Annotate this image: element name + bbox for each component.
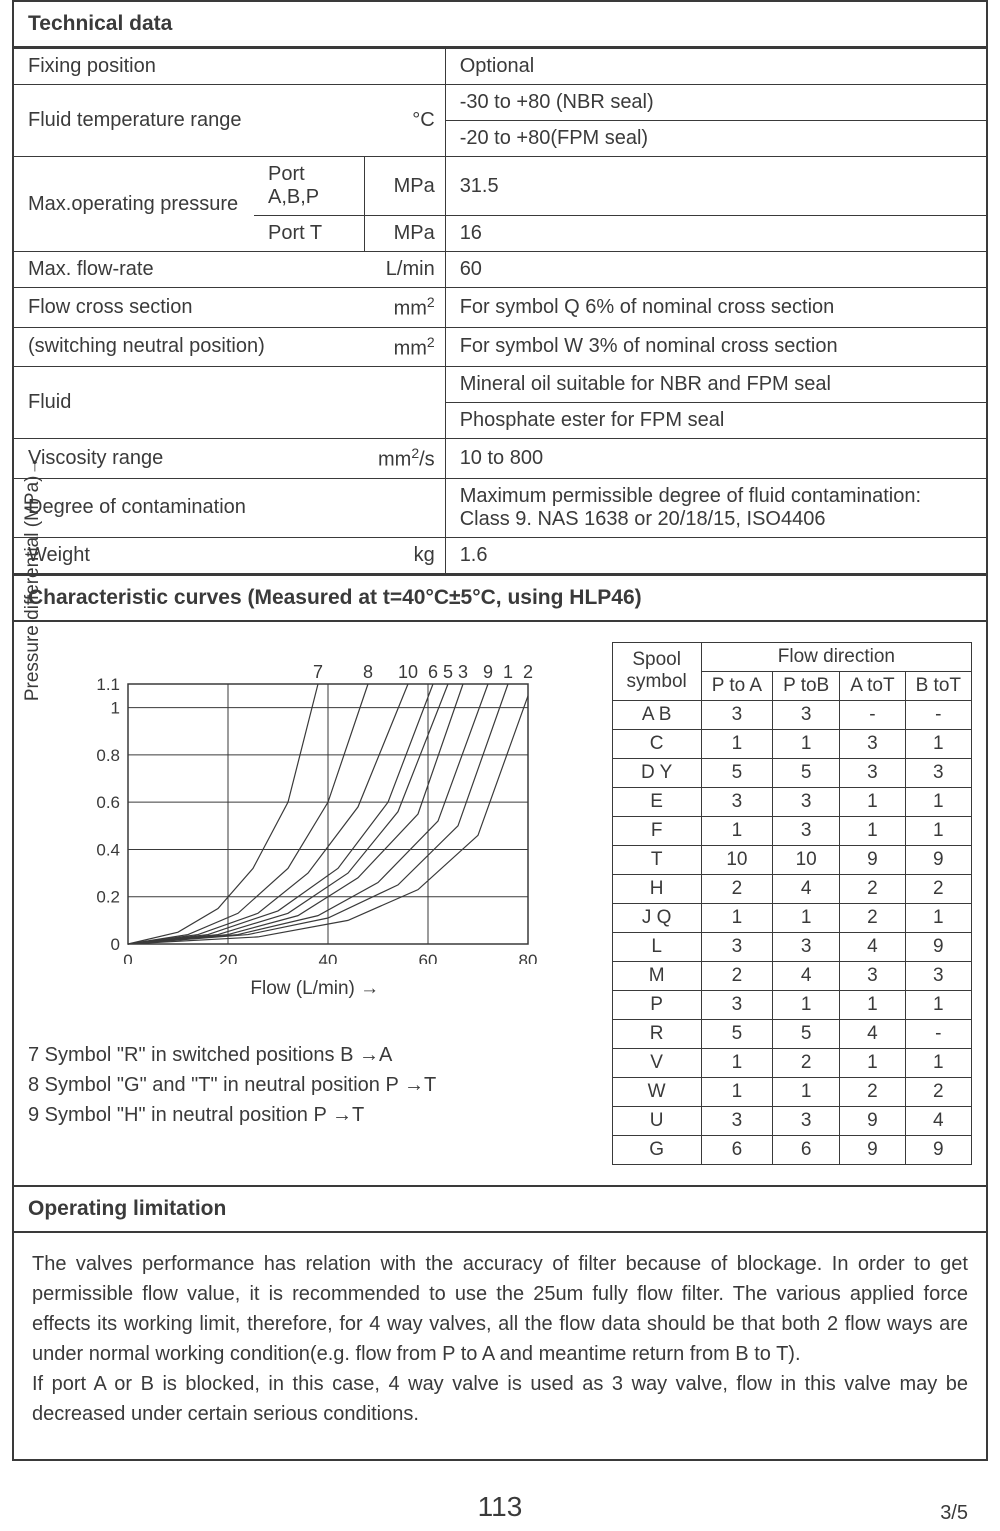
chart-notes: 7 Symbol "R" in switched positions B →A … (28, 1040, 602, 1130)
operating-paragraph: If port A or B is blocked, in this case,… (32, 1369, 968, 1429)
outer-frame: Technical data Fixing position Optional … (12, 0, 988, 1461)
td-unit: °C (364, 85, 445, 157)
td-label: Flow cross section (14, 288, 364, 328)
svg-text:5: 5 (443, 664, 453, 682)
operating-title: Operating limitation (14, 1187, 986, 1233)
operating-body: The valves performance has relation with… (14, 1233, 986, 1459)
chart-xlabel: Flow (L/min) → (28, 978, 602, 1000)
td-label: Fluid (14, 367, 445, 439)
td-label: Max. flow-rate (14, 252, 364, 288)
svg-text:9: 9 (483, 664, 493, 682)
svg-text:0.6: 0.6 (96, 793, 120, 812)
svg-text:3: 3 (458, 664, 468, 682)
technical-data-title: Technical data (14, 2, 986, 48)
td-value: For symbol W 3% of nominal cross section (445, 327, 986, 367)
note-line: 9 Symbol "H" in neutral position P →T (28, 1100, 602, 1130)
unit-suffix: /s (419, 449, 435, 471)
svg-text:1: 1 (111, 699, 120, 718)
unit-text: mm (394, 298, 427, 320)
curves-section: Characteristic curves (Measured at t=40°… (14, 574, 986, 1185)
td-label: Fixing position (14, 49, 445, 85)
curves-title: Characteristic curves (Measured at t=40°… (14, 576, 986, 622)
td-value: 16 (445, 216, 986, 252)
td-value: 10 to 800 (445, 439, 986, 479)
chart-wrap: Pressure differential (MPa)→ 00.20.40.60… (28, 634, 602, 964)
svg-text:0.2: 0.2 (96, 888, 120, 907)
td-unit: mm2 (364, 327, 445, 367)
td-value: -30 to +80 (NBR seal) (445, 85, 986, 121)
svg-text:6: 6 (428, 664, 438, 682)
page-fraction: 3/5 (940, 1502, 968, 1525)
svg-text:7: 7 (313, 664, 323, 682)
svg-text:0.8: 0.8 (96, 746, 120, 765)
td-value: 1.6 (445, 537, 986, 573)
svg-text:1.1: 1.1 (96, 675, 120, 694)
td-unit: MPa (364, 216, 445, 252)
svg-text:20: 20 (219, 951, 238, 964)
td-label: Max.operating pressure (14, 157, 254, 252)
flow-table-column: SpoolsymbolFlow directionP to AP toBA to… (612, 634, 972, 1165)
page: Technical data Fixing position Optional … (0, 0, 1000, 1531)
unit-text: mm (394, 337, 427, 359)
page-footer: 113 3/5 (12, 1491, 988, 1531)
chart-column: Pressure differential (MPa)→ 00.20.40.60… (28, 634, 602, 1165)
svg-text:0: 0 (123, 951, 132, 964)
pressure-flow-chart: 00.20.40.60.811.10204060807810653912 (68, 664, 538, 964)
td-value: Maximum permissible degree of fluid cont… (445, 478, 986, 537)
page-number: 113 (12, 1491, 988, 1523)
svg-text:60: 60 (419, 951, 438, 964)
svg-text:40: 40 (319, 951, 338, 964)
td-unit: L/min (364, 252, 445, 288)
td-sub: Port T (254, 216, 364, 252)
td-value: Phosphate ester for FPM seal (445, 403, 986, 439)
svg-text:0: 0 (111, 935, 120, 954)
td-value: Optional (445, 49, 986, 85)
td-unit: MPa (364, 157, 445, 216)
chart-ylabel: Pressure differential (MPa)→ (22, 456, 44, 701)
td-value: Mineral oil suitable for NBR and FPM sea… (445, 367, 986, 403)
td-label: Degree of contamination (14, 478, 445, 537)
technical-data-table: Fixing position Optional Fluid temperatu… (14, 48, 986, 574)
note-line: 7 Symbol "R" in switched positions B →A (28, 1040, 602, 1070)
td-unit: mm2/s (364, 439, 445, 479)
svg-text:10: 10 (398, 664, 418, 682)
td-sub: Port A,B,P (254, 157, 364, 216)
svg-text:80: 80 (519, 951, 538, 964)
flow-direction-table: SpoolsymbolFlow directionP to AP toBA to… (612, 642, 972, 1165)
td-label: Viscosity range (14, 439, 364, 479)
td-label: Fluid temperature range (14, 85, 364, 157)
svg-text:1: 1 (503, 664, 513, 682)
td-label: Weight (14, 537, 364, 573)
unit-text: mm (378, 449, 411, 471)
svg-text:8: 8 (363, 664, 373, 682)
td-unit: kg (364, 537, 445, 573)
td-label: (switching neutral position) (14, 327, 364, 367)
curves-body: Pressure differential (MPa)→ 00.20.40.60… (14, 622, 986, 1185)
td-unit: mm2 (364, 288, 445, 328)
td-value: -20 to +80(FPM seal) (445, 121, 986, 157)
td-value: 31.5 (445, 157, 986, 216)
note-line: 8 Symbol "G" and "T" in neutral position… (28, 1070, 602, 1100)
operating-paragraph: The valves performance has relation with… (32, 1249, 968, 1369)
svg-text:2: 2 (523, 664, 533, 682)
svg-text:0.4: 0.4 (96, 840, 120, 859)
td-value: 60 (445, 252, 986, 288)
operating-section: Operating limitation The valves performa… (14, 1185, 986, 1459)
td-value: For symbol Q 6% of nominal cross section (445, 288, 986, 328)
